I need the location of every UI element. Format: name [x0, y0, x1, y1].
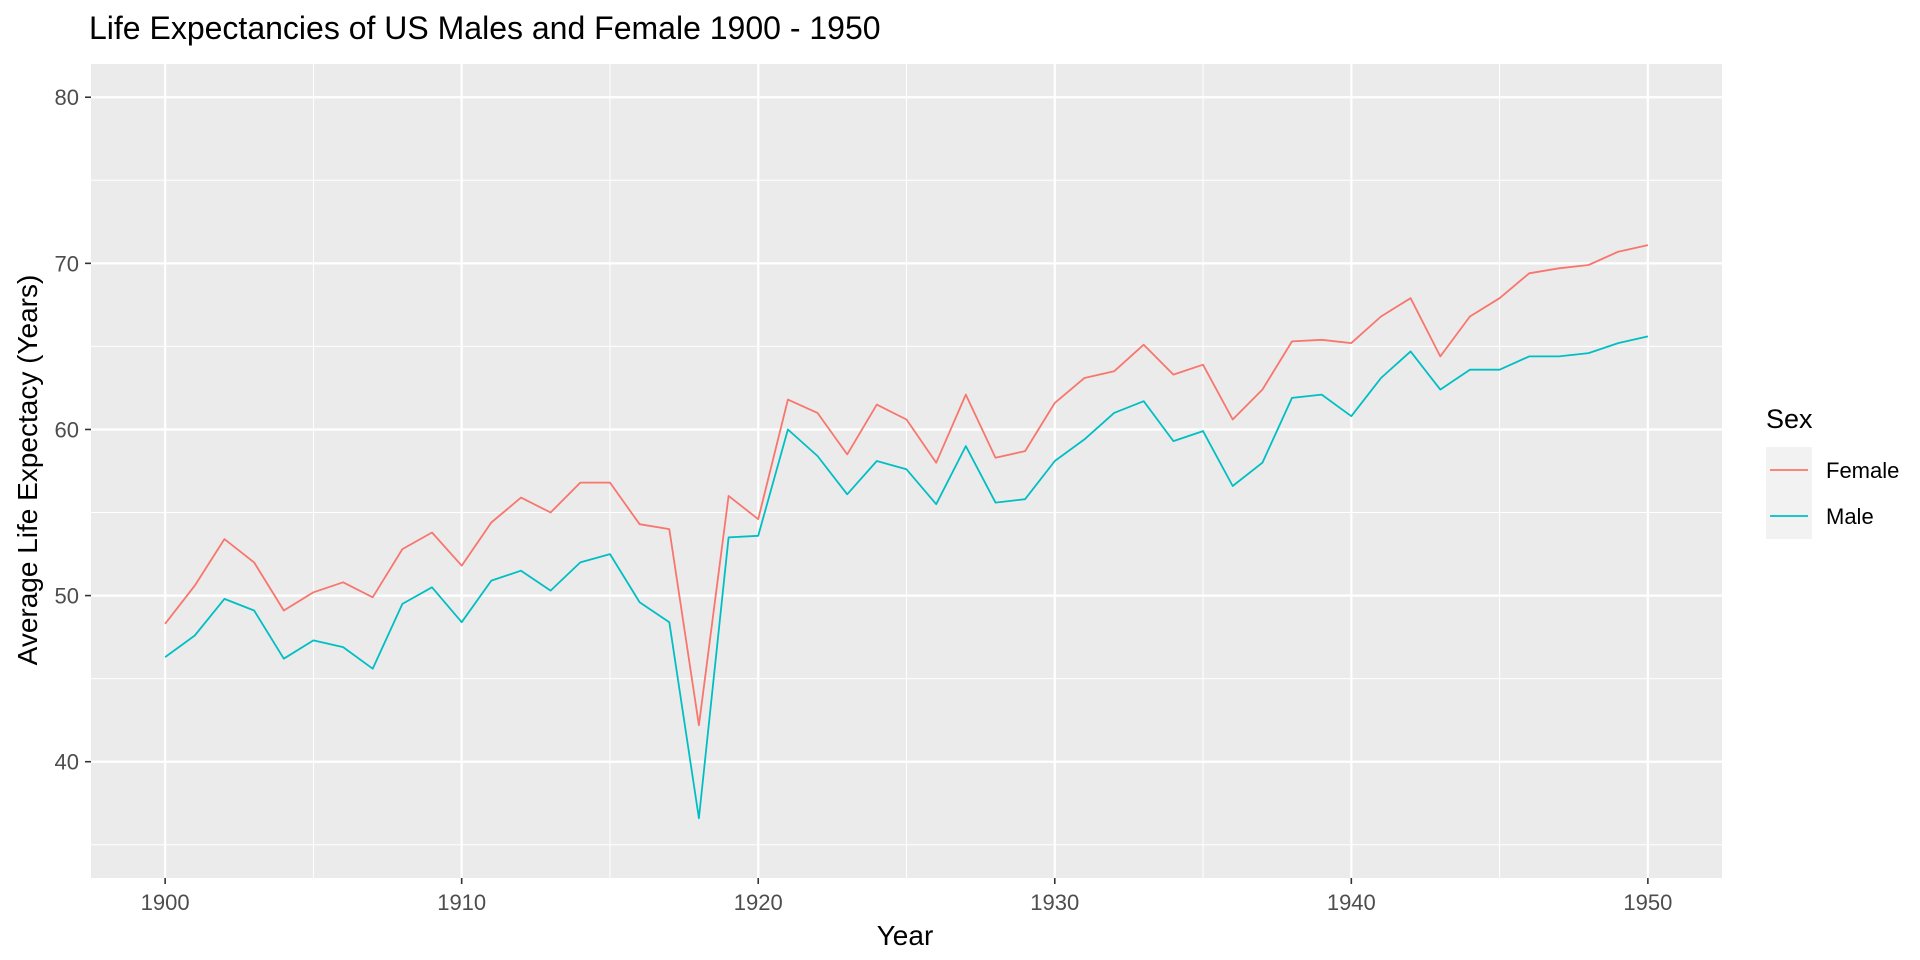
legend-keys: Female Male — [1766, 447, 1899, 539]
x-tick-label: 1910 — [437, 890, 486, 915]
series-line-female — [164, 244, 1649, 727]
y-axis-tick-labels: 40 50 60 70 80 — [55, 85, 79, 774]
x-tick-label: 1900 — [141, 890, 190, 915]
major-gridlines — [91, 64, 1722, 878]
minor-gridlines — [91, 64, 1722, 878]
legend-item-male: Male — [1766, 493, 1874, 539]
legend: Sex Female Male — [1766, 404, 1899, 539]
y-tick-label: 40 — [55, 750, 79, 775]
legend-label: Male — [1826, 504, 1874, 529]
legend-label: Female — [1826, 458, 1899, 483]
x-tick-label: 1950 — [1623, 890, 1672, 915]
y-tick-label: 50 — [55, 584, 79, 609]
legend-item-female: Female — [1766, 447, 1899, 493]
y-axis-title: Average Life Expectacy (Years) — [12, 275, 43, 666]
chart-title: Life Expectancies of US Males and Female… — [89, 10, 881, 46]
series-lines — [164, 244, 1649, 820]
series-line-male — [164, 335, 1649, 820]
x-tick-label: 1930 — [1030, 890, 1079, 915]
y-tick-label: 60 — [55, 417, 79, 442]
x-tick-label: 1920 — [734, 890, 783, 915]
legend-title: Sex — [1766, 404, 1813, 434]
x-axis-title: Year — [877, 920, 934, 951]
y-tick-label: 80 — [55, 85, 79, 110]
axis-ticks — [85, 96, 1649, 884]
x-axis-tick-labels: 1900 1910 1920 1930 1940 1950 — [141, 890, 1673, 915]
x-tick-label: 1940 — [1327, 890, 1376, 915]
y-tick-label: 70 — [55, 251, 79, 276]
